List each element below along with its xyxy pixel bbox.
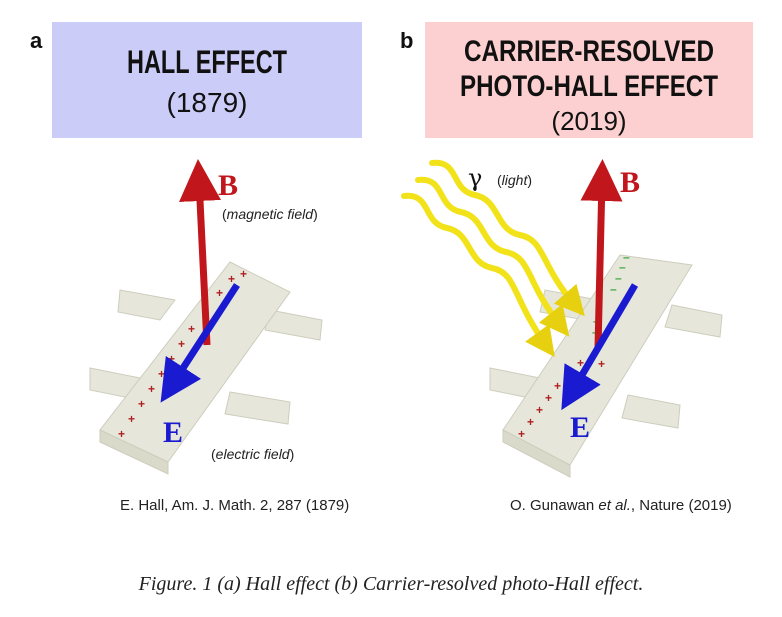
svg-text:+: + <box>527 415 534 429</box>
svg-text:+: + <box>240 267 247 281</box>
panel-b-electric-field-arrow <box>561 283 639 411</box>
svg-text:–: – <box>615 271 622 285</box>
gamma-symbol: γ <box>468 164 482 192</box>
panel-a-b-description: (magnetic field) <box>222 206 318 222</box>
panel-b-title-box <box>425 22 753 138</box>
svg-text:+: + <box>536 403 543 417</box>
svg-text:+: + <box>554 379 561 393</box>
svg-text:+: + <box>216 286 223 300</box>
panel-a-title-box <box>52 22 362 138</box>
panel-b-b-label: B <box>620 166 640 199</box>
panel-b-year: (2019) <box>551 106 626 136</box>
light-waves <box>401 159 585 358</box>
panel-b-reference: O. Gunawan et al., Nature (2019) <box>510 497 732 514</box>
svg-text:+: + <box>545 391 552 405</box>
panel-b-e-label: E <box>570 411 590 444</box>
figure-caption: Figure. 1 (a) Hall effect (b) Carrier-re… <box>138 573 644 595</box>
svg-text:+: + <box>598 357 605 371</box>
panel-b-letter: b <box>400 28 413 53</box>
panel-a-year: (1879) <box>167 87 248 118</box>
panel-a-b-label: B <box>218 169 238 202</box>
panel-a-e-label: E <box>163 416 183 449</box>
svg-text:+: + <box>577 356 584 370</box>
panel-b-title-line1: CARRIER-RESOLVED <box>464 35 714 68</box>
svg-text:+: + <box>148 382 155 396</box>
panel-a-electric-field-arrow <box>160 283 240 403</box>
svg-text:+: + <box>566 367 573 381</box>
svg-text:+: + <box>158 367 165 381</box>
panel-a-title: HALL EFFECT <box>127 44 287 80</box>
light-description: (light) <box>497 172 532 188</box>
panel-a-letter: a <box>30 28 43 53</box>
svg-text:+: + <box>128 412 135 426</box>
svg-text:–: – <box>619 260 626 274</box>
svg-text:+: + <box>178 337 185 351</box>
panel-a-magnetic-field-arrow <box>179 159 221 346</box>
svg-text:+: + <box>518 427 525 441</box>
panel-b-magnetic-field-arrow <box>580 159 623 349</box>
svg-text:+: + <box>188 322 195 336</box>
panel-a-e-description: (electric field) <box>211 446 294 462</box>
svg-text:+: + <box>168 352 175 366</box>
svg-text:+: + <box>228 272 235 286</box>
svg-text:+: + <box>138 397 145 411</box>
svg-text:+: + <box>118 427 125 441</box>
panel-b-hall-bar <box>489 254 723 478</box>
svg-text:–: – <box>623 250 630 264</box>
panel-a-reference: E. Hall, Am. J. Math. 2, 287 (1879) <box>120 497 349 514</box>
panel-b-title-line2: PHOTO-HALL EFFECT <box>460 70 718 103</box>
svg-text:–: – <box>610 282 617 296</box>
